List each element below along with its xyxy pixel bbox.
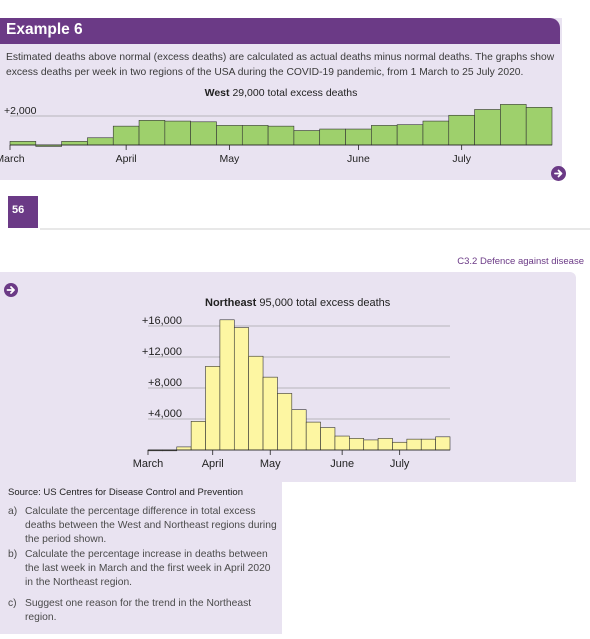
section-label: C3.2 Defence against disease	[457, 256, 584, 267]
example-header-bar	[0, 18, 560, 44]
bar	[205, 365, 221, 451]
northeast-chart: +4,000 +8,000 +12,000 +16,000 March April May J…	[133, 315, 451, 470]
continued-arrow-icon[interactable]	[4, 283, 18, 297]
bar	[319, 128, 346, 146]
y-tick-label: +8,000	[148, 377, 182, 389]
intro-text: Estimated deaths above normal (excess de…	[6, 52, 555, 78]
bar	[291, 409, 307, 451]
x-tick-label: July	[390, 458, 410, 470]
bar	[87, 137, 114, 146]
bar	[233, 327, 249, 451]
x-tick-label: March	[0, 153, 25, 165]
x-tick-label: May	[219, 153, 240, 165]
question-label: b)	[8, 549, 18, 560]
west-chart-title-bold: West	[204, 87, 230, 99]
bar	[363, 439, 379, 451]
x-tick-label: April	[116, 153, 137, 165]
bar	[241, 125, 269, 146]
bar	[406, 438, 422, 451]
bar	[293, 130, 321, 146]
question-label: a)	[8, 506, 18, 517]
x-tick-label: April	[202, 458, 224, 470]
bar	[525, 106, 553, 146]
bar	[190, 121, 217, 146]
y-tick-label: +16,000	[142, 315, 182, 327]
x-tick-label: June	[330, 458, 354, 470]
example-panel	[0, 18, 562, 180]
source-text: Source: US Centres for Disease Control a…	[8, 487, 243, 498]
x-tick-label: July	[452, 153, 471, 165]
page-number-tab: 56	[8, 196, 38, 228]
example-title: Example 6	[6, 21, 83, 38]
y-tick-label: +2,000	[4, 105, 37, 117]
bar	[267, 125, 295, 146]
bar	[190, 421, 206, 451]
bar	[377, 438, 393, 451]
bar	[320, 427, 336, 451]
bar	[61, 141, 88, 146]
bar	[334, 435, 350, 451]
x-tick-label: March	[133, 458, 164, 470]
west-chart: +2,000 March April May June July	[0, 104, 553, 165]
question-text: Calculate the percentage difference in t…	[25, 506, 277, 545]
page-divider	[40, 228, 590, 230]
bar	[112, 125, 140, 146]
bar	[164, 120, 191, 146]
west-chart-title: West 29,000 total excess deaths	[0, 87, 562, 99]
bar	[219, 319, 235, 451]
next-page-icon[interactable]	[551, 166, 566, 181]
page-number: 56	[12, 204, 25, 216]
bar	[176, 446, 192, 451]
bar	[305, 421, 321, 451]
bar	[448, 114, 475, 146]
y-tick-label: +4,000	[148, 408, 182, 420]
bar	[435, 436, 451, 451]
bar	[248, 355, 264, 451]
bar	[277, 393, 293, 451]
northeast-chart-title: Northeast 95,000 total excess deaths	[205, 297, 390, 309]
northeast-chart-title-text: 95,000 total excess deaths	[259, 297, 391, 309]
northeast-chart-title-bold: Northeast	[205, 297, 257, 309]
bar	[392, 441, 408, 451]
example-panel-continued-lower	[0, 482, 282, 634]
bar	[138, 120, 166, 146]
bar	[262, 376, 278, 451]
bar	[371, 125, 398, 146]
question-text: Calculate the percentage increase in dea…	[25, 549, 271, 588]
bar	[500, 104, 527, 146]
bar	[396, 124, 424, 146]
bar	[9, 141, 37, 146]
x-tick-label: May	[260, 458, 281, 470]
y-tick-label: +12,000	[142, 346, 182, 358]
bar	[349, 438, 365, 451]
bar	[216, 125, 243, 146]
bar	[420, 438, 436, 451]
x-tick-label: June	[347, 153, 370, 165]
bar	[345, 128, 372, 146]
bar	[422, 120, 450, 146]
question-label: c)	[8, 598, 17, 609]
bar	[474, 109, 501, 146]
west-chart-title-text: 29,000 total excess deaths	[232, 87, 358, 99]
question-text: Suggest one reason for the trend in the …	[25, 598, 252, 623]
